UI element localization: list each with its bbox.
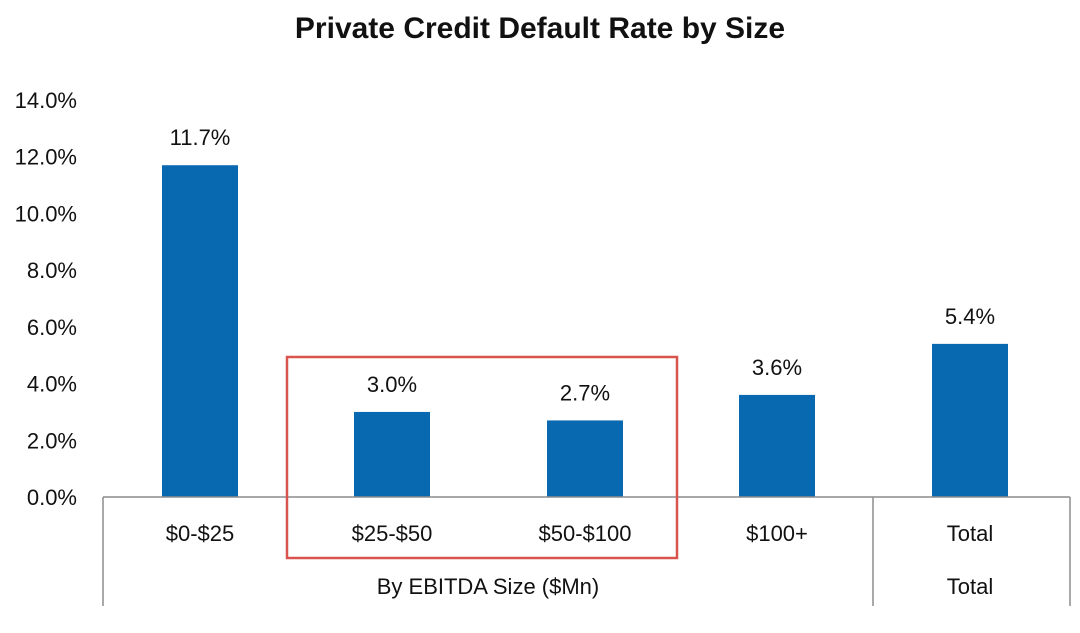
bar-50-100 [547,420,623,497]
group-label-total: Total [947,574,993,599]
group-label-by-ebitda-size-mn: By EBITDA Size ($Mn) [377,574,600,599]
axes [102,496,1071,606]
y-tick-label: 0.0% [27,485,77,510]
y-tick-label: 14.0% [15,88,77,113]
value-label-100: 3.6% [752,355,802,380]
y-axis-labels: 0.0% 2.0% 4.0% 6.0% 8.0% 10.0% 12.0% 14.0% [15,88,77,510]
y-tick-label: 2.0% [27,428,77,453]
y-tick-label: 4.0% [27,372,77,397]
y-tick-label: 8.0% [27,258,77,283]
value-labels: 11.7% 3.0% 2.7% 3.6% 5.4% [170,125,995,405]
category-label-50-100: $50-$100 [539,521,632,546]
bar-0-25 [162,165,238,497]
category-label-0-25: $0-$25 [166,521,235,546]
highlight [285,355,679,560]
highlight-box [285,355,679,560]
category-label-total: Total [947,521,993,546]
value-label-total: 5.4% [945,304,995,329]
y-tick-label: 6.0% [27,315,77,340]
bar-total [932,343,1008,497]
y-tick-label: 10.0% [15,201,77,226]
group-labels: By EBITDA Size ($Mn) Total [377,574,994,599]
y-tick-label: 12.0% [15,145,77,170]
value-label-0-25: 11.7% [170,125,231,150]
category-label-25-50: $25-$50 [352,521,433,546]
category-label-100: $100+ [746,521,808,546]
bar-25-50 [354,411,430,497]
chart-title: Private Credit Default Rate by Size [295,12,785,45]
category-labels: $0-$25 $25-$50 $50-$100 $100+ Total [166,521,994,546]
value-label-50-100: 2.7% [560,380,610,405]
bars [162,165,1008,497]
value-label-25-50: 3.0% [367,372,417,397]
bar-100 [739,394,815,497]
